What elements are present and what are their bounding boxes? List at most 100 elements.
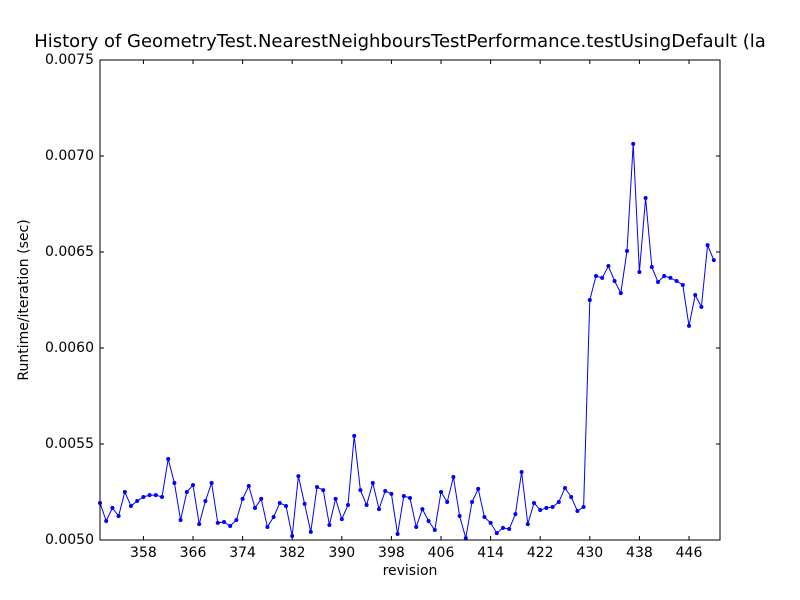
data-point [209,480,214,485]
y-tick-label: 0.0070 [45,148,94,164]
data-point [711,258,716,263]
data-point [346,503,350,508]
data-point [656,279,660,284]
data-point [457,514,462,518]
data-line [99,143,715,539]
data-point [494,531,499,536]
data-point [625,249,629,254]
data-point [451,475,456,480]
data-point [184,490,189,494]
data-point [501,525,505,530]
data-point [470,499,474,504]
x-tick-label: 438 [626,545,653,561]
data-point [129,504,133,509]
x-tick-label: 358 [130,545,157,561]
data-point [215,520,220,525]
data-point [147,493,152,498]
data-point [259,496,264,501]
y-tick-label: 0.0065 [45,244,94,260]
x-tick-label: 374 [229,545,256,561]
x-tick-label: 390 [328,545,355,561]
data-point [687,323,691,328]
data-point [476,486,481,491]
data-point [612,278,617,283]
data-point [637,269,642,274]
data-point [532,500,536,505]
data-point [122,490,127,494]
data-point [420,507,425,512]
data-point [172,480,177,485]
x-tick-label: 382 [279,545,306,561]
chart-title: History of GeometryTest.NearestNeighbour… [34,31,766,52]
data-point [488,520,493,525]
data-point [265,524,270,529]
data-point [705,243,710,248]
data-point [191,483,195,488]
data-point [296,474,301,479]
data-point [370,480,375,485]
data-point [246,484,251,489]
data-point [116,514,121,518]
data-point [587,298,592,302]
data-point [482,514,487,519]
x-tick-label: 422 [527,545,554,561]
data-point [389,491,394,496]
x-tick-label: 398 [378,545,405,561]
data-point [445,499,450,504]
data-point [519,470,524,475]
data-point [321,488,326,493]
data-point [234,518,239,523]
data-point [662,274,667,278]
data-point [166,456,171,461]
data-point [606,264,611,269]
data-point [569,494,574,499]
data-point [302,501,307,506]
data-point [581,504,586,509]
x-axis-label: revision [383,563,438,579]
data-point [178,518,183,523]
data-point [327,523,332,528]
data-point [364,503,369,508]
data-point [358,488,363,493]
data-point [699,304,704,309]
y-tick-label: 0.0050 [45,532,94,548]
data-point [674,278,679,283]
data-point [544,505,549,510]
data-point [432,528,437,533]
data-point [203,499,208,504]
data-point [463,536,468,541]
data-point [618,291,623,296]
data-point [556,499,561,504]
data-point [308,529,313,534]
data-point [222,519,226,524]
data-point [104,518,109,523]
data-point [395,532,400,537]
data-point [426,518,431,523]
data-point [315,485,319,490]
y-tick-label: 0.0060 [45,340,94,356]
data-point [439,490,443,494]
data-point [160,494,164,499]
data-point [643,196,648,201]
data-point [339,517,344,522]
data-point [377,507,381,512]
data-point [401,494,406,499]
x-tick-label: 414 [477,545,504,561]
data-point [575,509,580,514]
y-axis-label: Runtime/iteration (sec) [16,219,32,380]
data-point [538,508,543,513]
data-point [631,141,636,146]
data-point [507,527,512,532]
data-point [525,522,530,527]
x-tick-label: 430 [576,545,603,561]
data-point [594,274,598,278]
data-point [693,293,698,298]
data-point [352,433,357,438]
x-tick-label: 366 [180,545,207,561]
data-point [600,275,605,280]
data-point [240,496,245,501]
x-tick-label: 406 [428,545,455,561]
data-point [110,505,115,510]
data-point [668,275,673,280]
